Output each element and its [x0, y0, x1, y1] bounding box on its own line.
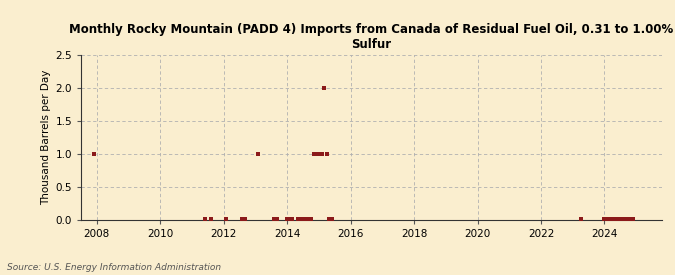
- Point: [271, 217, 282, 222]
- Point: [221, 217, 232, 222]
- Point: [620, 217, 631, 222]
- Point: [316, 152, 327, 156]
- Point: [308, 152, 319, 156]
- Point: [240, 217, 250, 222]
- Point: [607, 217, 618, 222]
- Text: Source: U.S. Energy Information Administration: Source: U.S. Energy Information Administ…: [7, 263, 221, 272]
- Point: [623, 217, 634, 222]
- Point: [327, 217, 338, 222]
- Point: [284, 217, 295, 222]
- Point: [237, 217, 248, 222]
- Point: [205, 217, 216, 222]
- Point: [626, 217, 637, 222]
- Point: [287, 217, 298, 222]
- Point: [303, 217, 314, 222]
- Point: [610, 217, 620, 222]
- Point: [292, 217, 303, 222]
- Point: [313, 152, 324, 156]
- Point: [252, 152, 263, 156]
- Point: [324, 217, 335, 222]
- Point: [615, 217, 626, 222]
- Point: [628, 217, 639, 222]
- Point: [300, 217, 311, 222]
- Point: [575, 217, 586, 222]
- Point: [599, 217, 610, 222]
- Point: [601, 217, 612, 222]
- Point: [89, 152, 100, 156]
- Point: [306, 217, 317, 222]
- Point: [311, 152, 322, 156]
- Point: [612, 217, 623, 222]
- Y-axis label: Thousand Barrels per Day: Thousand Barrels per Day: [41, 70, 51, 205]
- Point: [281, 217, 292, 222]
- Point: [200, 217, 211, 222]
- Point: [269, 217, 279, 222]
- Point: [321, 152, 332, 156]
- Point: [298, 217, 308, 222]
- Point: [295, 217, 306, 222]
- Point: [618, 217, 628, 222]
- Title: Monthly Rocky Mountain (PADD 4) Imports from Canada of Residual Fuel Oil, 0.31 t: Monthly Rocky Mountain (PADD 4) Imports …: [69, 23, 674, 51]
- Point: [604, 217, 615, 222]
- Point: [319, 86, 329, 90]
